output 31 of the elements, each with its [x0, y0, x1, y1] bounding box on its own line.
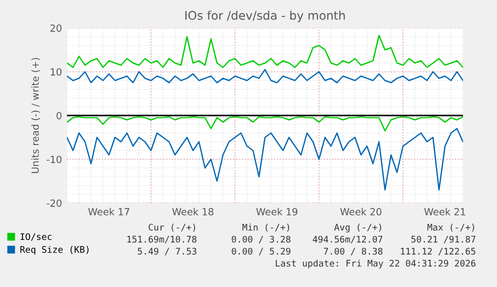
line-series	[67, 34, 463, 68]
line-series	[67, 116, 463, 132]
y-tick-label: 20	[50, 24, 62, 32]
y-tick-label: -20	[46, 199, 62, 207]
x-tick-label: Week 20	[340, 208, 382, 216]
text: 0.00 / 3.28	[232, 236, 290, 244]
y-tick-label: 0	[56, 112, 62, 120]
text: 111.12 /122.65	[400, 248, 476, 256]
x-tick-label: Week 19	[256, 208, 298, 216]
text: Avg (-/+)	[334, 224, 382, 232]
x-tick-label: Week 17	[88, 208, 130, 216]
text: Min (-/+)	[242, 224, 290, 232]
text: 5.49 / 7.53	[138, 248, 196, 256]
text: Max (-/+)	[427, 224, 474, 232]
x-tick-label: Week 21	[424, 208, 466, 216]
text: 7.00 / 8.38	[324, 248, 382, 256]
line-series	[67, 128, 463, 190]
text: 151.69m/10.78	[127, 236, 196, 244]
text: Cur (-/+)	[148, 224, 196, 232]
line-series	[67, 68, 463, 84]
legend-label: IO/sec	[20, 233, 52, 241]
text: 494.56m/12.07	[312, 236, 382, 244]
x-tick-label: Week 18	[172, 208, 214, 216]
text: Last update: Fri May 22 04:31:29 2026	[276, 260, 476, 268]
y-tick-label: -10	[46, 156, 62, 164]
y-axis-title: Units read (-) / write (+)	[31, 58, 40, 174]
y-tick-label: 10	[50, 68, 62, 76]
chart-title: IOs for /dev/sda - by month	[185, 10, 345, 22]
text: 50.21 /91.87	[411, 236, 476, 244]
legend-label: Req Size (KB)	[20, 246, 89, 255]
text: 0.00 / 5.29	[232, 248, 290, 256]
